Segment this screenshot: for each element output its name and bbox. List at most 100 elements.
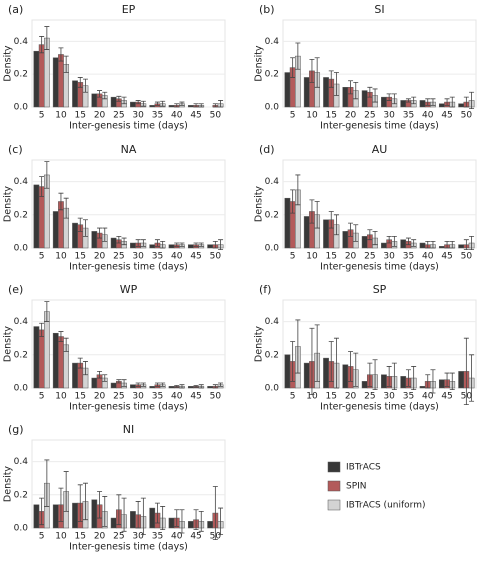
error-bar [353,352,359,387]
error-bar [218,382,224,387]
panel: 0.0 0.2 0.4 5 10 15 20 25 30 35 40 45 50 (a) EP Inter-g… [3,3,226,132]
error-bar [63,471,69,512]
x-tick-label: 20 [94,252,106,262]
error-bar [391,93,397,105]
error-bar [469,235,475,251]
bar [130,384,136,389]
bar [52,504,59,529]
x-tick-label: 10 [306,392,318,402]
y-axis-label: Density [3,466,14,502]
bar [58,54,64,108]
legend: IBTrACS SPIN IBTrACS (uniform) [327,461,425,511]
bar [91,377,98,389]
error-bar [430,240,436,249]
legend-label: IBTrACS [346,463,381,473]
error-bar [218,100,224,108]
bar [149,386,156,389]
x-axis-label: Inter-genesis time (days) [320,121,439,132]
error-bar [154,101,160,106]
error-bar [391,235,397,247]
y-tick-label: 0.2 [265,350,279,360]
error-bar [82,482,88,521]
bar [110,517,117,529]
bar [91,93,98,108]
y-tick-label: 0.4 [265,317,280,327]
error-bar [405,98,411,103]
error-bar [102,91,108,100]
bar [38,329,45,389]
legend-label: IBTrACS (uniform) [346,501,425,511]
error-bar [430,369,436,394]
error-bar [218,239,224,251]
bar [72,502,78,529]
x-tick-label: 30 [132,252,144,262]
error-bar [160,382,166,387]
x-tick-label: 25 [113,532,124,542]
panel: 0.0 0.2 0.4 5 10 15 20 25 30 35 40 45 50 (e) WP Inter-g… [3,283,226,413]
error-bar [309,58,315,83]
y-tick-label: 0.2 [14,210,28,220]
error-bar [193,509,199,531]
error-bar [77,484,83,522]
error-bar [39,322,45,337]
x-tick-label: 5 [39,252,45,262]
error-bar [154,382,160,387]
x-tick-label: 5 [39,111,45,121]
panel-label: (a) [8,3,23,16]
bar [458,371,464,389]
error-bar [348,222,354,237]
bar [33,184,40,249]
error-bar [193,103,199,108]
error-bar [63,337,69,352]
error-bar [135,100,141,105]
x-tick-label: 10 [55,532,67,542]
error-bar [463,96,469,108]
error-bar [469,354,475,402]
y-axis-label: Density [254,186,265,222]
error-bar [154,502,160,524]
error-bar [469,91,475,110]
error-bar [82,78,88,93]
error-bar [430,98,436,106]
error-bar [444,372,450,387]
x-tick-label: 25 [364,111,375,121]
error-bar [333,72,339,96]
bar [149,105,156,108]
panel: 0.00.20.45 10 15 20 25 30 35 40 45 50(f) SPInter-g… [254,283,477,413]
bar [284,354,291,389]
bar [187,386,194,389]
bar [149,507,156,529]
bar [33,326,40,389]
error-bar [44,26,50,50]
x-tick-label: 15 [326,392,337,402]
x-tick-label: 20 [94,532,106,542]
error-bar [463,239,469,251]
error-bar [97,370,103,379]
y-axis-label: Density [254,45,265,81]
error-bar [290,341,296,382]
error-bar [212,103,218,108]
x-tick-label: 10 [306,111,318,121]
bar [44,311,50,389]
error-bar [198,242,204,247]
x-axis-label: Inter-genesis time (days) [320,402,439,413]
x-tick-label: 50 [461,252,473,262]
error-bar [309,199,315,224]
y-tick-label: 0.0 [265,244,280,254]
error-bar [121,237,127,246]
x-tick-label: 20 [345,252,357,262]
error-bar [44,301,50,322]
bar [130,511,136,529]
legend-swatch [327,480,341,492]
x-tick-label: 20 [345,392,357,402]
bar [419,242,426,249]
error-bar [58,487,64,522]
x-tick-label: 40 [171,111,183,121]
error-bar [135,501,141,529]
bar [342,87,349,108]
x-axis-label: Inter-genesis time (days) [69,402,188,413]
bar [187,521,194,529]
x-tick-label: 45 [190,111,201,121]
bar [72,222,78,249]
error-bar [444,240,450,249]
